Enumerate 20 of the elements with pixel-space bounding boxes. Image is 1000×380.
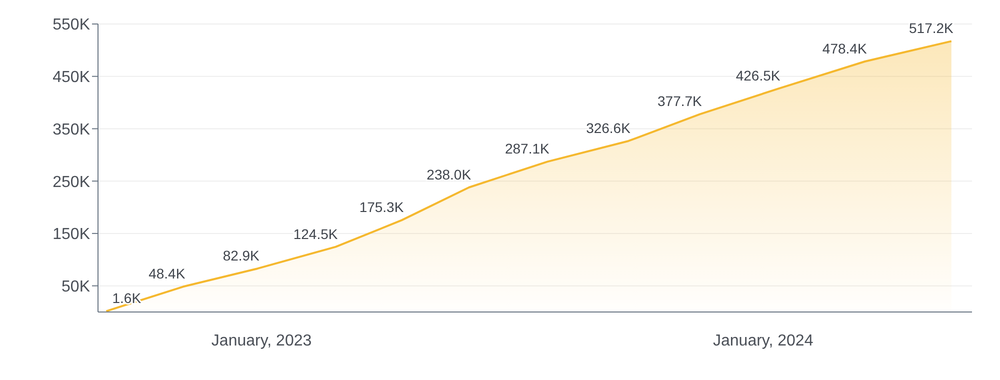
x-tick-label: January, 2023 bbox=[211, 332, 312, 350]
data-label: 82.9K bbox=[222, 248, 260, 264]
y-tick-label: 450K bbox=[52, 69, 90, 86]
data-label: 478.4K bbox=[822, 40, 868, 56]
data-label: 287.1K bbox=[504, 140, 550, 157]
data-label: 517.2K bbox=[909, 20, 954, 36]
y-tick-label: 250K bbox=[52, 174, 90, 191]
y-tick-label: 150K bbox=[52, 226, 90, 244]
y-tick-label: 350K bbox=[52, 121, 90, 138]
y-tick-label: 550K bbox=[52, 16, 90, 34]
data-label: 48.4K bbox=[148, 266, 186, 282]
data-label: 426.5K bbox=[736, 68, 781, 84]
data-label: 175.3K bbox=[359, 199, 404, 216]
y-tick-label: 50K bbox=[62, 278, 90, 296]
data-label: 326.6K bbox=[586, 120, 632, 136]
data-label: 238.0K bbox=[426, 166, 472, 182]
data-label: 124.5K bbox=[293, 226, 338, 242]
data-label: 377.7K bbox=[658, 93, 703, 110]
data-label: 1.6K bbox=[112, 290, 142, 306]
x-tick-label: January, 2024 bbox=[713, 332, 814, 350]
